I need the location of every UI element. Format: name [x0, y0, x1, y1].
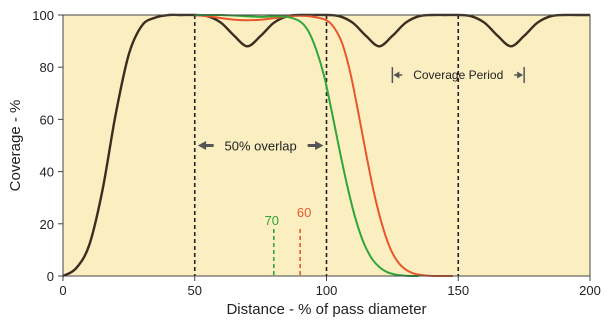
overlap-arrow-left-head	[197, 141, 207, 150]
overlap-label: 50% overlap	[224, 139, 296, 154]
x-tick-label-50: 50	[188, 283, 202, 298]
y-tick-label-40: 40	[40, 165, 54, 180]
overlap-marker-label-70: 70	[265, 213, 279, 228]
x-tick-label-150: 150	[447, 283, 469, 298]
y-tick-label-0: 0	[47, 269, 54, 284]
period-arrow-left-head	[393, 71, 400, 79]
y-tick-label-80: 80	[40, 60, 54, 75]
x-tick-label-100: 100	[316, 283, 338, 298]
x-tick-label-0: 0	[59, 283, 66, 298]
series-line-green	[194, 13, 419, 278]
y-axis-title: Coverage - %	[7, 100, 24, 192]
overlap-marker-label-60: 60	[297, 205, 311, 220]
plot-background	[63, 15, 590, 276]
reference-lines	[193, 15, 460, 276]
y-tick-label-60: 60	[40, 112, 54, 127]
y-tick-label-100: 100	[32, 8, 54, 23]
series-line-orange	[194, 14, 453, 278]
x-axis-title: Distance - % of pass diameter	[226, 301, 426, 318]
overlap-arrow-right-head	[315, 141, 324, 150]
x-tick-label-200: 200	[579, 283, 601, 298]
period-arrow-right-head	[517, 71, 524, 79]
y-tick-label-20: 20	[40, 217, 54, 232]
axis-ticks: 0 50 100 150 200 0 20 40 60 80 100	[32, 8, 601, 298]
coverage-period-label: Coverage Period	[413, 68, 503, 82]
annotation-layer: 50% overlap Coverage Period 70 60	[197, 67, 525, 276]
